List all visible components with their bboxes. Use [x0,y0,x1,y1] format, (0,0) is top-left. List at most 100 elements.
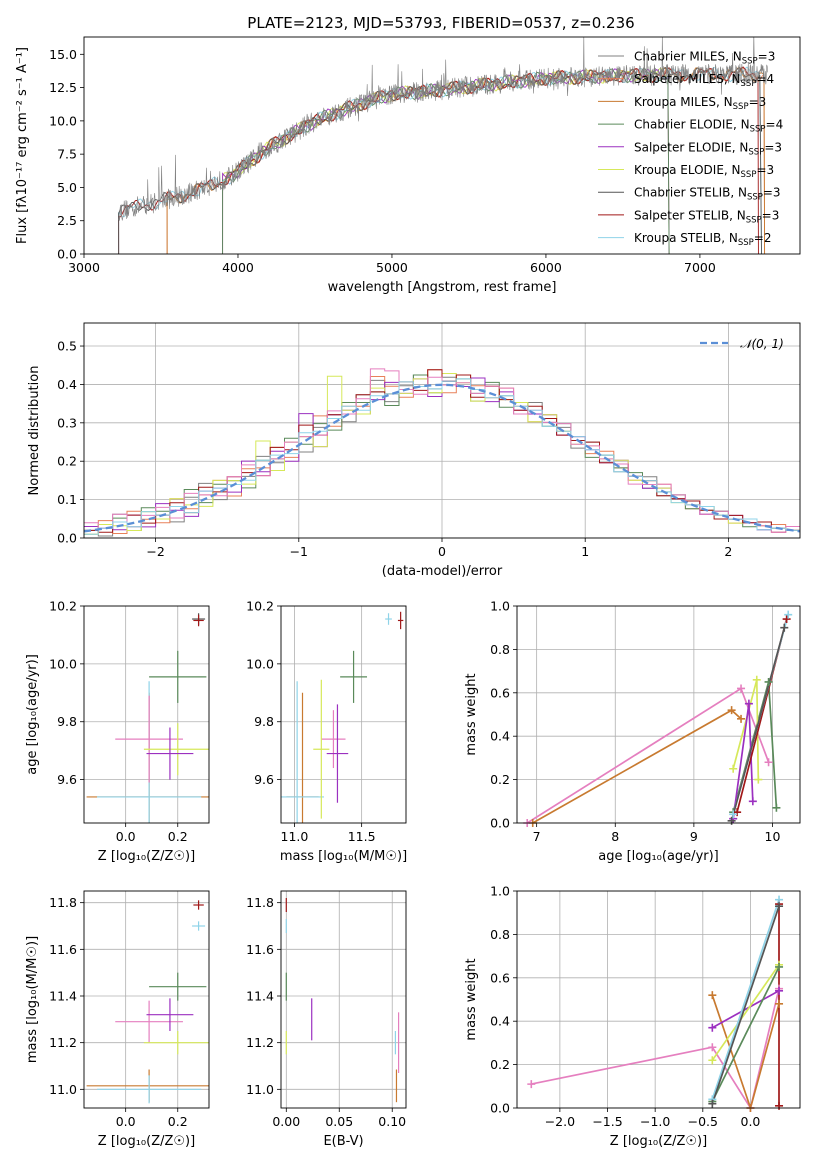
y-tick-label: 11.8 [246,895,274,910]
legend-value: =4 [766,118,784,132]
x-tick-label: −1 [290,544,308,559]
y-tick-label: 5.0 [57,180,77,195]
legend-entry: Kroupa ELODIE, NSSP=3 [634,163,774,180]
y-tick-label: 0.6 [490,685,510,700]
mass-vs-Z-panel: 0.0 0.2 11.0 11.2 11.4 11.6 11.8 Z [log₁₀(Z/Z☉)… [25,890,210,1149]
y-tick-label: 0.1 [57,492,77,507]
legend-entry: Chabrier ELODIE, NSSP=4 [634,118,783,135]
y-tick-label: 11.0 [49,1082,77,1097]
y-tick-label: 0.2 [490,772,510,787]
weight-marker [708,1023,717,1032]
legend-label: Salpeter STELIB, N [634,208,746,222]
y-tick-label: 9.6 [254,772,274,787]
normal-curve [84,383,800,533]
x-axis-label: Z [log₁₀(Z/Z☉)] [98,1134,195,1149]
x-tick-label: −0.5 [688,1114,718,1129]
weight-line [711,994,780,1108]
x-tick-label: 6000 [530,260,562,275]
legend-subscript: SSP [742,57,758,67]
y-tick-label: 0.4 [57,377,77,392]
y-axis-label: mass weight [464,958,479,1040]
legend-value: =3 [764,140,782,154]
weight-marker [764,677,773,686]
axes-frame [280,605,407,824]
weight-marker [782,615,791,624]
x-tick-label: −2.0 [545,1114,575,1129]
x-tick-label: 0.0 [116,1114,136,1129]
y-tick-label: 10.2 [49,599,77,614]
x-tick-label: 11.0 [281,829,309,844]
error-point [149,972,207,1001]
x-tick-label: 4000 [222,260,254,275]
y-tick-label: 0.4 [490,729,510,744]
error-point [97,1075,202,1104]
y-tick-label: 10.0 [246,656,274,671]
weight-marker [708,991,717,1000]
x-tick-label: 10 [765,829,781,844]
y-tick-label: 0.8 [490,642,510,657]
weight-marker [748,797,757,806]
weight-marker [752,675,761,684]
x-tick-label: 0.2 [168,1114,188,1129]
legend-subscript: SSP [747,193,763,203]
weight-marker [775,902,784,911]
legend-entry: Salpeter STELIB, NSSP=3 [634,208,779,225]
weight-marker [775,999,784,1008]
legend-subscript: SSP [741,79,757,89]
error-point [146,998,194,1031]
y-tick-label: 10.0 [49,113,77,128]
legend-entry: Salpeter ELODIE, NSSP=3 [634,140,782,157]
error-point [143,723,209,776]
legend-value: =3 [763,186,781,200]
y-tick-label: 9.6 [57,772,77,787]
weight-vs-Z-plot-area [517,891,800,1108]
y-tick-label: 10.0 [49,656,77,671]
weight-line [711,966,780,1102]
x-tick-label: −2 [146,544,164,559]
y-tick-label: 2.5 [57,213,77,228]
legend-entry: Salpeter MILES, NSSP=4 [634,72,774,89]
y-tick-label: 11.4 [49,989,77,1004]
y-tick-label: 11.0 [246,1082,274,1097]
legend-entry: Chabrier MILES, NSSP=3 [634,50,775,67]
y-tick-label: 11.2 [49,1035,77,1050]
residuals-panel: −2 −1 0 1 2 0.0 0.1 0.2 0.3 0.4 0.5 (data-model)/er… [27,322,801,579]
model-spectrum-line [222,67,670,254]
weight-marker [780,623,789,632]
x-tick-label: 0.05 [325,1114,353,1129]
legend-value: =3 [758,50,776,64]
axes-frame [516,605,801,824]
error-point [340,650,368,703]
y-tick-label: 12.5 [49,80,77,95]
age-vs-mass-panel: 11.0 11.5 9.6 9.8 10.0 10.2 mass [log₁₀(M/M☉)] [246,599,407,865]
legend-value: =4 [756,72,774,86]
legend-subscript: SSP [733,102,749,112]
mass-vs-EBV-panel: 0.00 0.05 0.10 11.0 11.2 11.4 11.6 11.8 E(B-V) [246,890,407,1149]
weight-line [711,964,780,1061]
mass-vs-Z-plot-area [84,891,209,1108]
weight-marker [729,810,738,819]
y-tick-label: 9.8 [254,714,274,729]
y-tick-label: 0.2 [490,1057,510,1072]
x-tick-label: 0.10 [378,1114,406,1129]
y-tick-label: 0.0 [57,247,77,262]
mass-vs-EBV-plot-area [281,891,406,1108]
panels-group: 3000 4000 5000 6000 70000.02.55.07.510.012.5… [15,36,801,1149]
x-tick-label: 5000 [376,260,408,275]
weight-line [711,990,780,1029]
y-axis-label: Flux [fλ10⁻¹⁷ erg cm⁻² s⁻¹ A⁻¹] [15,47,30,244]
x-tick-label: 7000 [684,260,716,275]
error-point [313,679,330,819]
x-tick-label: 8 [611,829,619,844]
y-axis-label: mass weight [464,673,479,755]
x-tick-label: 1 [581,544,589,559]
legend-label: Salpeter MILES, N [634,72,741,86]
legend-subscript: SSP [750,125,766,135]
legend-label: Kroupa ELODIE, N [634,163,741,177]
axes-frame [83,605,210,824]
y-axis-label: mass [log₁₀(M/M☉)] [25,936,40,1063]
weight-marker [744,699,753,708]
x-tick-label: 11.5 [348,829,376,844]
x-tick-label: 0.2 [168,829,188,844]
